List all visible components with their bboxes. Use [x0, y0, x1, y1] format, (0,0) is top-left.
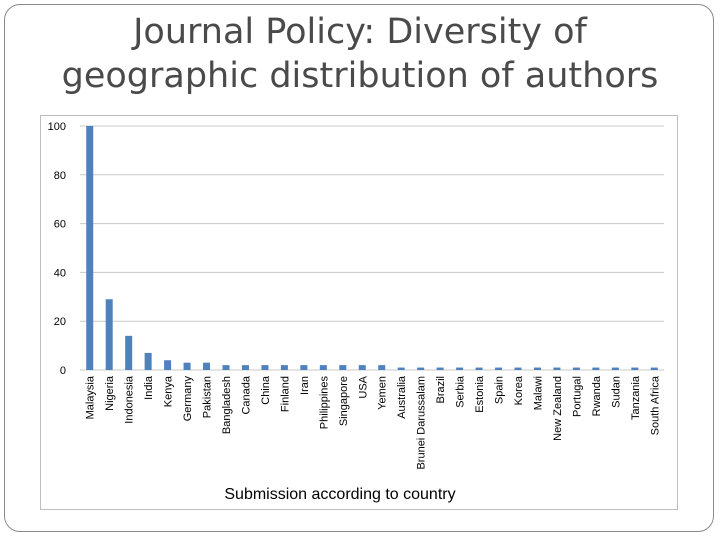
- x-tick-label: Malaysia: [85, 375, 97, 419]
- chart-area: [40, 115, 678, 510]
- bar: [475, 367, 483, 370]
- x-tick-label: China: [260, 375, 272, 405]
- bar: [261, 365, 269, 370]
- x-tick-label: Finland: [279, 376, 291, 412]
- x-tick-label: Canada: [240, 375, 252, 414]
- slide-title: Journal Policy: Diversity of geographic …: [40, 10, 680, 98]
- bar: [183, 362, 191, 370]
- slide-frame: [4, 4, 714, 532]
- bar: [514, 367, 522, 370]
- bar: [378, 365, 386, 370]
- bar: [241, 365, 249, 370]
- bar: [436, 367, 444, 370]
- x-tick-label: Estonia: [474, 375, 486, 413]
- bar: [319, 365, 327, 370]
- x-tick-label: Brazil: [435, 376, 447, 404]
- x-tick-label: Spain: [494, 376, 506, 404]
- bar: [553, 367, 561, 370]
- x-axis-ticks: Malaysia Nigeria Indonesia India Kenya German…: [85, 375, 662, 469]
- x-tick-label: USA: [357, 375, 369, 398]
- bar: [280, 365, 288, 370]
- x-tick-label: Bangladesh: [221, 376, 233, 434]
- bar: [456, 367, 464, 370]
- y-tick-label: 60: [54, 219, 66, 231]
- bar: [650, 367, 658, 370]
- x-tick-label: Tanzania: [630, 375, 642, 420]
- bar: [125, 335, 133, 370]
- x-tick-label: Malawi: [532, 376, 544, 410]
- bar: [300, 365, 308, 370]
- bar: [533, 367, 541, 370]
- bar: [203, 362, 211, 370]
- x-tick-label: Australia: [396, 375, 408, 419]
- slide-title-line-2: geographic distribution of authors: [61, 56, 659, 96]
- bar: [611, 367, 619, 370]
- x-tick-label: Sudan: [610, 376, 622, 408]
- x-tick-label: Portugal: [571, 376, 583, 417]
- x-tick-label: New Zealand: [552, 376, 564, 441]
- bar: [417, 367, 425, 370]
- bar: [164, 360, 172, 370]
- bar: [358, 365, 366, 370]
- y-axis-ticks: 0 20 40 60 80 100: [48, 121, 66, 377]
- bar: [339, 365, 347, 370]
- x-tick-label: Iran: [299, 376, 311, 395]
- slide-title-line-1: Journal Policy: Diversity of: [133, 12, 587, 52]
- x-tick-label: Nigeria: [104, 375, 116, 411]
- x-axis-label: Submission according to country: [224, 486, 456, 503]
- x-tick-label: India: [143, 375, 155, 400]
- bar: [495, 367, 503, 370]
- x-tick-label: Pakistan: [202, 376, 214, 418]
- x-tick-label: Indonesia: [124, 375, 136, 424]
- x-tick-label: Rwanda: [591, 375, 603, 416]
- y-tick-label: 0: [60, 365, 66, 377]
- bar: [144, 352, 152, 370]
- grid-lines: [80, 125, 664, 371]
- x-tick-label: Korea: [513, 375, 525, 405]
- x-tick-label: South Africa: [649, 375, 661, 435]
- bar: [397, 367, 405, 370]
- bar: [105, 299, 113, 370]
- x-tick-label: Philippines: [318, 376, 330, 430]
- bar: [631, 367, 639, 370]
- bar: [86, 126, 94, 370]
- y-tick-label: 100: [48, 121, 66, 133]
- x-tick-label: Brunei Darussalam: [416, 376, 428, 470]
- y-tick-label: 40: [54, 267, 66, 279]
- x-tick-label: Kenya: [163, 375, 175, 407]
- y-tick-label: 80: [54, 170, 66, 182]
- x-tick-label: Yemen: [377, 376, 389, 410]
- x-tick-label: Serbia: [455, 375, 467, 408]
- x-tick-label: Singapore: [338, 376, 350, 426]
- y-tick-label: 20: [54, 316, 66, 328]
- bar: [592, 367, 600, 370]
- bar: [572, 367, 580, 370]
- bar: [222, 365, 230, 370]
- x-tick-label: Germany: [182, 376, 194, 422]
- bars: [86, 126, 658, 370]
